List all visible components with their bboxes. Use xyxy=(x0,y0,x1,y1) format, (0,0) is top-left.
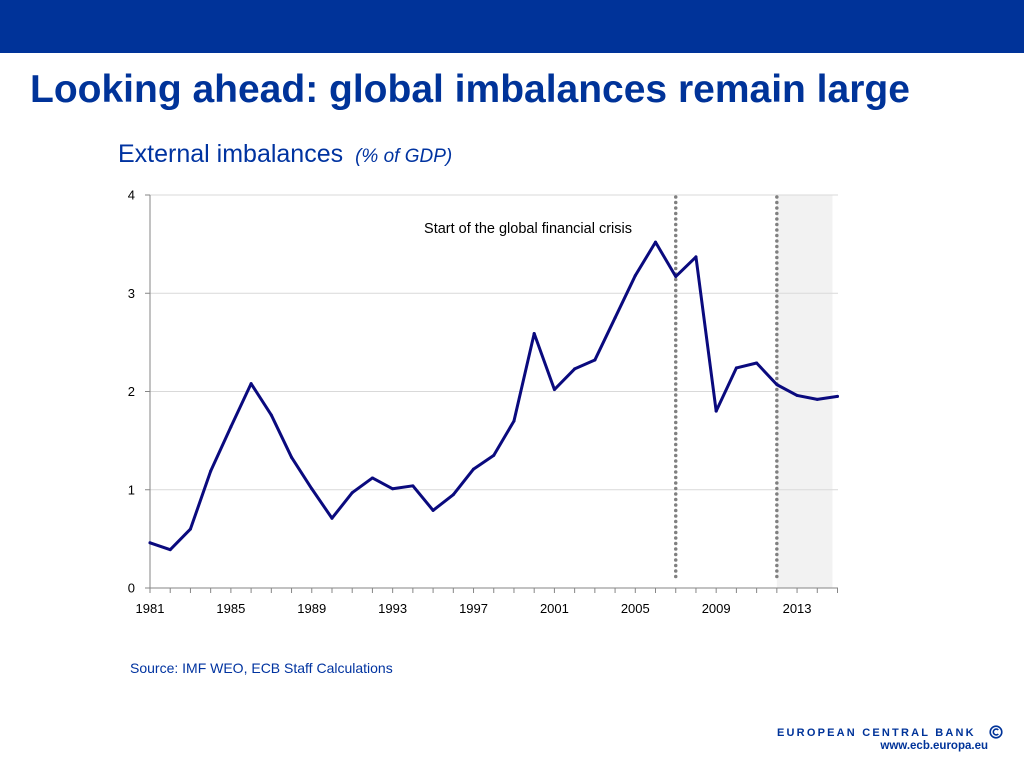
annotation-financial-crisis: Start of the global financial crisis xyxy=(424,221,632,237)
data-point-1998 xyxy=(492,453,496,457)
chart-title: External imbalances (% of GDP) xyxy=(118,142,452,169)
data-point-1992 xyxy=(370,476,374,480)
tick-label-layer: 0 1 2 3 4 1981 1985 1989 1993 1997 2001 2005 2009 201… xyxy=(128,188,812,617)
data-point-1999 xyxy=(512,419,516,423)
x-tick-label-1997: 1997 xyxy=(459,601,488,616)
data-point-1987 xyxy=(269,413,273,417)
y-tick-label-2: 2 xyxy=(128,384,135,399)
bank-name: EUROPEAN CENTRAL BANK xyxy=(777,727,976,739)
data-point-2012 xyxy=(775,383,779,387)
data-point-2014 xyxy=(815,397,819,401)
data-point-1984 xyxy=(209,469,213,473)
series-layer xyxy=(148,240,839,552)
data-point-2008 xyxy=(694,255,698,259)
slide-title: Looking ahead: global imbalances remain … xyxy=(30,68,910,111)
data-point-2006 xyxy=(654,240,658,244)
x-tick-label-1989: 1989 xyxy=(297,601,326,616)
data-point-2011 xyxy=(755,361,759,365)
grid-layer xyxy=(150,194,838,491)
data-point-2001 xyxy=(552,388,556,392)
data-point-2007 xyxy=(674,275,678,279)
tick-mark-layer xyxy=(145,194,838,593)
chart-title-text: External imbalances xyxy=(118,140,344,168)
data-point-1996 xyxy=(451,493,455,497)
data-point-1985 xyxy=(229,425,233,429)
data-point-1981 xyxy=(148,541,152,545)
y-tick-label-1: 1 xyxy=(128,482,135,497)
data-point-2000 xyxy=(532,332,536,336)
x-tick-label-2009: 2009 xyxy=(702,601,731,616)
y-tick-label-3: 3 xyxy=(128,286,135,301)
data-point-2015 xyxy=(836,394,839,398)
data-point-2009 xyxy=(714,409,718,413)
data-point-2013 xyxy=(795,393,799,397)
x-tick-label-1981: 1981 xyxy=(136,601,165,616)
y-tick-label-4: 4 xyxy=(128,188,135,203)
x-tick-label-1993: 1993 xyxy=(378,601,407,616)
data-point-2002 xyxy=(573,367,577,371)
data-point-1991 xyxy=(350,491,354,495)
data-point-1993 xyxy=(391,487,395,491)
data-point-1983 xyxy=(188,527,192,531)
header-bar xyxy=(0,0,1024,53)
line-chart: 0 1 2 3 4 1981 1985 1989 1993 1997 2001 2005 2009 201… xyxy=(128,188,839,617)
data-point-1994 xyxy=(411,484,415,488)
data-point-2010 xyxy=(734,366,738,370)
data-point-1990 xyxy=(330,516,334,520)
x-tick-label-2005: 2005 xyxy=(621,601,650,616)
source-note: Source: IMF WEO, ECB Staff Calculations xyxy=(130,660,393,676)
data-point-1988 xyxy=(290,455,294,459)
website-url: www.ecb.europa.eu xyxy=(880,740,988,752)
chart-title-unit: (% of GDP) xyxy=(355,146,453,167)
data-point-2005 xyxy=(633,274,637,278)
data-point-1995 xyxy=(431,508,435,512)
data-point-layer xyxy=(148,240,839,552)
data-point-2004 xyxy=(613,316,617,320)
ecb-logo-icon xyxy=(989,725,1003,739)
data-point-1997 xyxy=(472,467,476,471)
x-tick-label-2013: 2013 xyxy=(783,601,812,616)
series-line xyxy=(148,240,839,552)
x-tick-label-2001: 2001 xyxy=(540,601,569,616)
data-point-1986 xyxy=(249,382,253,386)
data-point-1982 xyxy=(168,548,172,552)
data-point-2003 xyxy=(593,358,597,362)
y-tick-label-0: 0 xyxy=(128,581,135,596)
data-point-1989 xyxy=(310,487,314,491)
marker-line-layer xyxy=(673,195,779,582)
x-tick-label-1985: 1985 xyxy=(216,601,245,616)
